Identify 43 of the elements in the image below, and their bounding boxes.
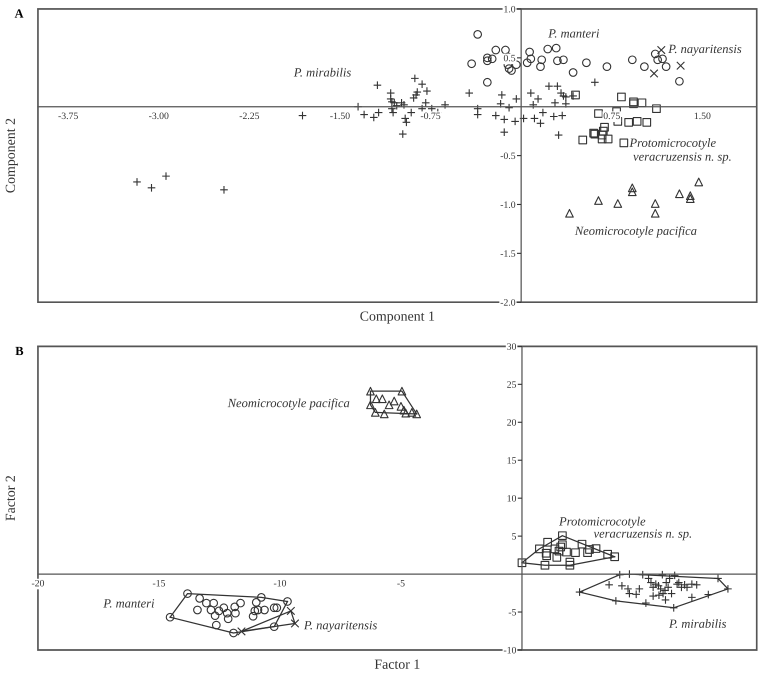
y-tick-label: 0.5 <box>504 54 516 62</box>
y-tick-label: -2.0 <box>500 299 516 306</box>
y-tick-label: 20 <box>507 419 516 426</box>
y-tick-label: -1.0 <box>500 201 516 208</box>
annotation: Protomicrocotyle <box>629 138 716 150</box>
y-tick-label: -1.5 <box>500 250 516 257</box>
annotation: P. mirabilis <box>294 68 351 77</box>
annotation: Protomicrocotyle <box>558 516 646 528</box>
annotation: veracruzensis n. sp. <box>633 152 731 164</box>
x-tick-label: -0.75 <box>420 112 440 120</box>
annotation: veracruzensis n. sp. <box>594 529 692 540</box>
x-axis-title: Component 1 <box>360 311 434 324</box>
annotation: P. nayaritensis <box>668 44 742 56</box>
x-tick-label: -15 <box>152 580 166 586</box>
x-tick-label: 0.75 <box>604 112 620 120</box>
x-axis-title: Factor 1 <box>374 660 420 669</box>
text: B <box>15 346 24 356</box>
x-tick-label: -20 <box>32 580 44 586</box>
x-tick-label: -5 <box>397 580 405 586</box>
annotation: P. manteri <box>548 29 600 38</box>
y-tick-label: 10 <box>508 495 516 502</box>
y-tick-label: 25 <box>507 381 516 388</box>
y-tick-label: 15 <box>508 457 516 464</box>
x-tick-label: -10 <box>274 580 286 586</box>
y-tick-label: 5 <box>512 533 516 540</box>
x-tick-label: -1.50 <box>330 112 350 120</box>
y-tick-label: -10 <box>504 646 516 654</box>
y-tick-label: 30 <box>507 343 516 350</box>
y-tick-label: -5 <box>508 609 516 616</box>
x-tick-label: -3.75 <box>58 112 78 120</box>
x-tick-label: -3.00 <box>148 112 169 120</box>
x-tick-label: -2.25 <box>240 112 260 120</box>
y-axis-title: Factor 2 <box>6 476 16 521</box>
text: A <box>14 9 24 18</box>
annotation: Neomicrocotyle pacifica <box>574 226 696 238</box>
annotation: P. nayaritensis <box>304 620 377 632</box>
annotation: P. manteri <box>103 599 154 608</box>
annotation: Neomicrocotyle pacifica <box>228 398 350 410</box>
annotation: P. mirabilis <box>668 619 726 628</box>
y-axis-title: Component 2 <box>6 118 18 193</box>
y-tick-label: 1.0 <box>504 6 516 12</box>
x-tick-label: 1.50 <box>694 112 710 120</box>
y-tick-label: -0.5 <box>500 152 516 160</box>
